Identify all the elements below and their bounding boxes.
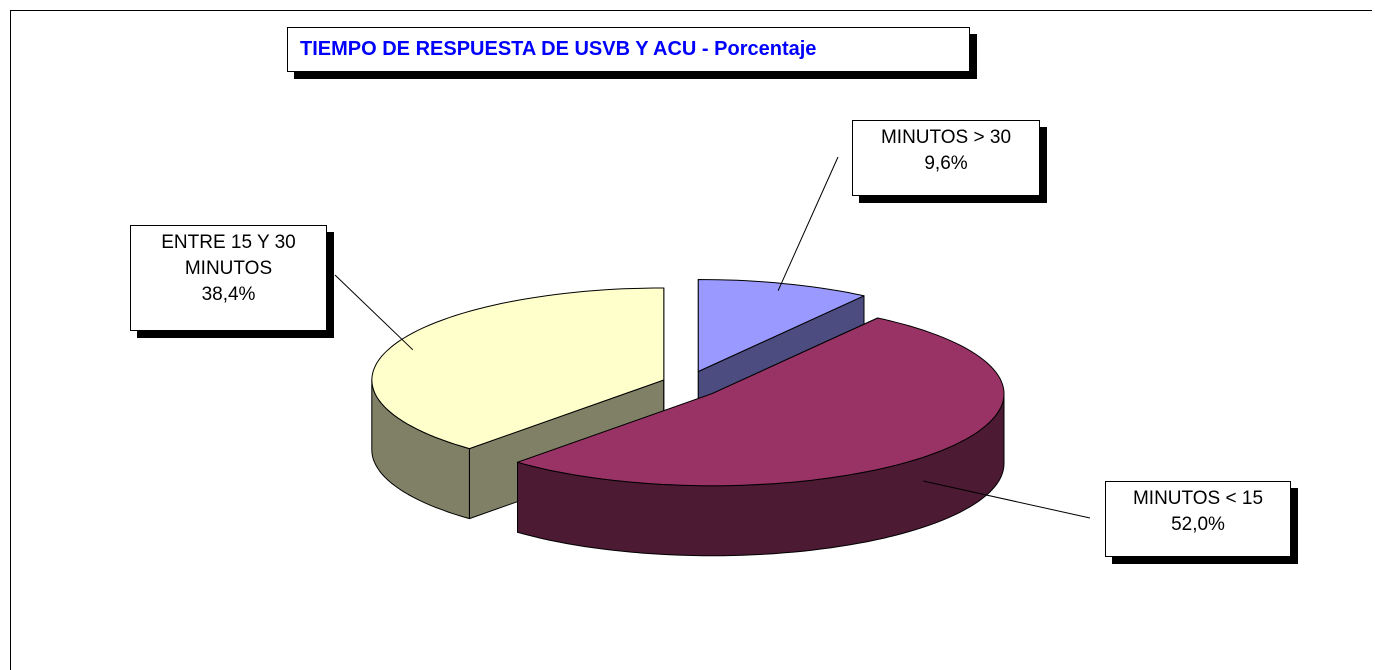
label-name: MINUTOS < 15 bbox=[1132, 488, 1264, 509]
chart-title: TIEMPO DE RESPUESTA DE USVB Y ACU - Porc… bbox=[287, 27, 970, 72]
data-label: ENTRE 15 Y 30 MINUTOS 38,4% bbox=[130, 225, 327, 331]
leader-line bbox=[334, 274, 414, 351]
label-value: 38,4% bbox=[201, 284, 256, 305]
data-label: MINUTOS < 15 52,0% bbox=[1105, 481, 1291, 557]
label-name: MINUTOS > 30 bbox=[880, 127, 1012, 148]
label-value: 52,0% bbox=[1171, 514, 1225, 535]
leader-line bbox=[777, 156, 839, 291]
slice bbox=[371, 287, 665, 450]
slice bbox=[697, 279, 865, 372]
label-value: 9,6% bbox=[924, 153, 968, 174]
label-name: ENTRE 15 Y 30 MINUTOS bbox=[161, 232, 296, 279]
chart-frame bbox=[10, 10, 1372, 670]
data-label: MINUTOS > 30 9,6% bbox=[852, 120, 1040, 196]
leader-line bbox=[923, 480, 1091, 519]
slice bbox=[517, 317, 1005, 487]
